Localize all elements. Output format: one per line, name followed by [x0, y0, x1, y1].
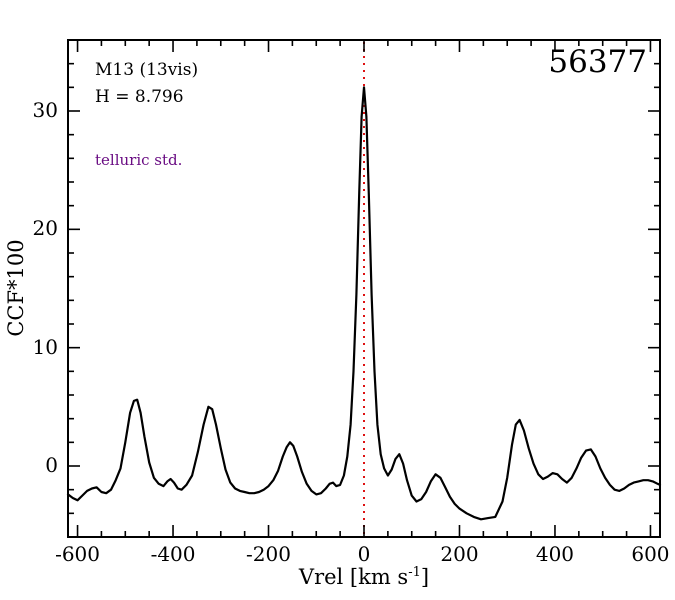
- x-tick-label: -200: [246, 542, 291, 566]
- y-tick-label: 20: [32, 216, 58, 241]
- star-id-annotation: 56377: [548, 44, 647, 80]
- x-axis-label-close: ]: [420, 565, 430, 589]
- x-axis-label: Vrel [km s-1]: [68, 565, 660, 589]
- x-tick-label: -400: [150, 542, 196, 566]
- x-tick-label: 0: [357, 542, 371, 566]
- y-axis-label: CCF*100: [4, 239, 28, 337]
- x-tick-label: 600: [631, 542, 670, 566]
- x-tick-label: 400: [535, 542, 575, 566]
- x-tick-label: 200: [440, 542, 479, 566]
- h-magnitude-annotation: H = 8.796: [95, 87, 184, 107]
- x-axis-label-main: Vrel [km s: [298, 565, 409, 589]
- x-tick-label: -600: [55, 542, 101, 566]
- y-tick-label: 10: [32, 334, 58, 359]
- y-tick-label: 30: [32, 98, 58, 122]
- telluric-std-annotation: telluric std.: [95, 151, 183, 169]
- y-tick-label: 0: [45, 453, 58, 477]
- x-axis-label-sup: -1: [408, 565, 421, 580]
- ccf-curve: [66, 86, 662, 521]
- target-annotation: M13 (13vis): [95, 60, 199, 80]
